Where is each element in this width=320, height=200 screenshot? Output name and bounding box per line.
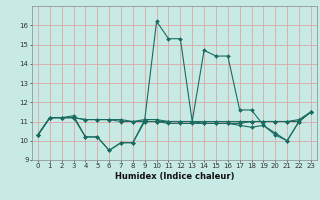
X-axis label: Humidex (Indice chaleur): Humidex (Indice chaleur) <box>115 172 234 181</box>
